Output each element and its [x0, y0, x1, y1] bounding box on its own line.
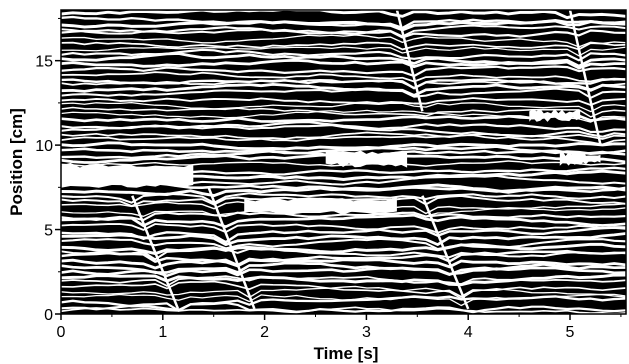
- streak-line: [61, 65, 626, 78]
- x-axis-label: Time [s]: [314, 344, 379, 363]
- diagonal-streak: [207, 186, 256, 310]
- streak-line: [61, 275, 626, 287]
- streak-line: [61, 174, 626, 186]
- streak-line: [61, 223, 626, 234]
- streak-line: [61, 10, 626, 20]
- x-tick-label: 2: [260, 324, 269, 341]
- streak-line: [61, 257, 626, 270]
- streak-line: [61, 149, 626, 160]
- streak-line: [61, 273, 626, 287]
- streak-line: [61, 145, 626, 155]
- streak-line: [61, 46, 626, 57]
- streak-line: [61, 306, 626, 314]
- streak-line: [61, 237, 626, 251]
- x-tick-label: 0: [57, 324, 66, 341]
- streak-line: [61, 249, 626, 268]
- streak-line: [61, 15, 626, 30]
- streak-line: [61, 166, 626, 176]
- streak-line: [61, 26, 626, 39]
- y-axis-label: Position [cm]: [7, 108, 26, 216]
- streak-line: [61, 232, 626, 247]
- streak-line: [61, 293, 626, 307]
- diagonal-streak: [568, 10, 602, 146]
- streak-line: [61, 48, 626, 62]
- streak-line: [61, 141, 626, 151]
- diagonal-streak: [131, 195, 180, 310]
- streak-line: [61, 169, 626, 181]
- streak-line: [61, 206, 626, 217]
- streak-line: [61, 71, 626, 83]
- streak-line: [61, 109, 626, 123]
- streak-line: [61, 213, 626, 229]
- streak-line: [61, 106, 626, 118]
- streak-line: [61, 134, 626, 146]
- plot-frame: [60, 9, 627, 315]
- x-tick-label: 5: [566, 324, 575, 341]
- streak-line: [61, 194, 626, 207]
- streak-line: [61, 34, 626, 48]
- streak-line: [61, 82, 626, 97]
- streak-line: [61, 201, 626, 215]
- streak-line: [61, 280, 626, 298]
- diagonal-streak: [395, 10, 424, 112]
- x-tick-label: 3: [362, 324, 371, 341]
- streak-line: [61, 261, 626, 276]
- streak-line: [61, 247, 626, 261]
- x-tick-label: 4: [464, 324, 473, 341]
- streak-line: [61, 120, 626, 134]
- bright-band: [559, 151, 601, 166]
- plot-area: [61, 10, 626, 314]
- x-tick-label: 1: [158, 324, 167, 341]
- axes: 0 1 2 3 4 5 0 5 10 15: [35, 17, 622, 341]
- diagonal-streak: [421, 195, 470, 310]
- streak-line: [61, 226, 626, 244]
- streak-line: [61, 160, 626, 167]
- streak-line: [61, 41, 626, 51]
- y-tick-label: 5: [44, 223, 53, 240]
- streak-line: [61, 301, 626, 314]
- y-tick-label: 10: [35, 138, 53, 155]
- streak-line: [61, 153, 626, 164]
- streak-line: [61, 101, 626, 113]
- streak-line: [61, 77, 626, 90]
- y-tick-label: 0: [44, 307, 53, 324]
- streak-line: [61, 285, 626, 300]
- y-tick-label: 15: [35, 54, 53, 71]
- streak-line: [61, 211, 626, 222]
- streak-line: [61, 24, 626, 38]
- streak-line: [61, 97, 626, 106]
